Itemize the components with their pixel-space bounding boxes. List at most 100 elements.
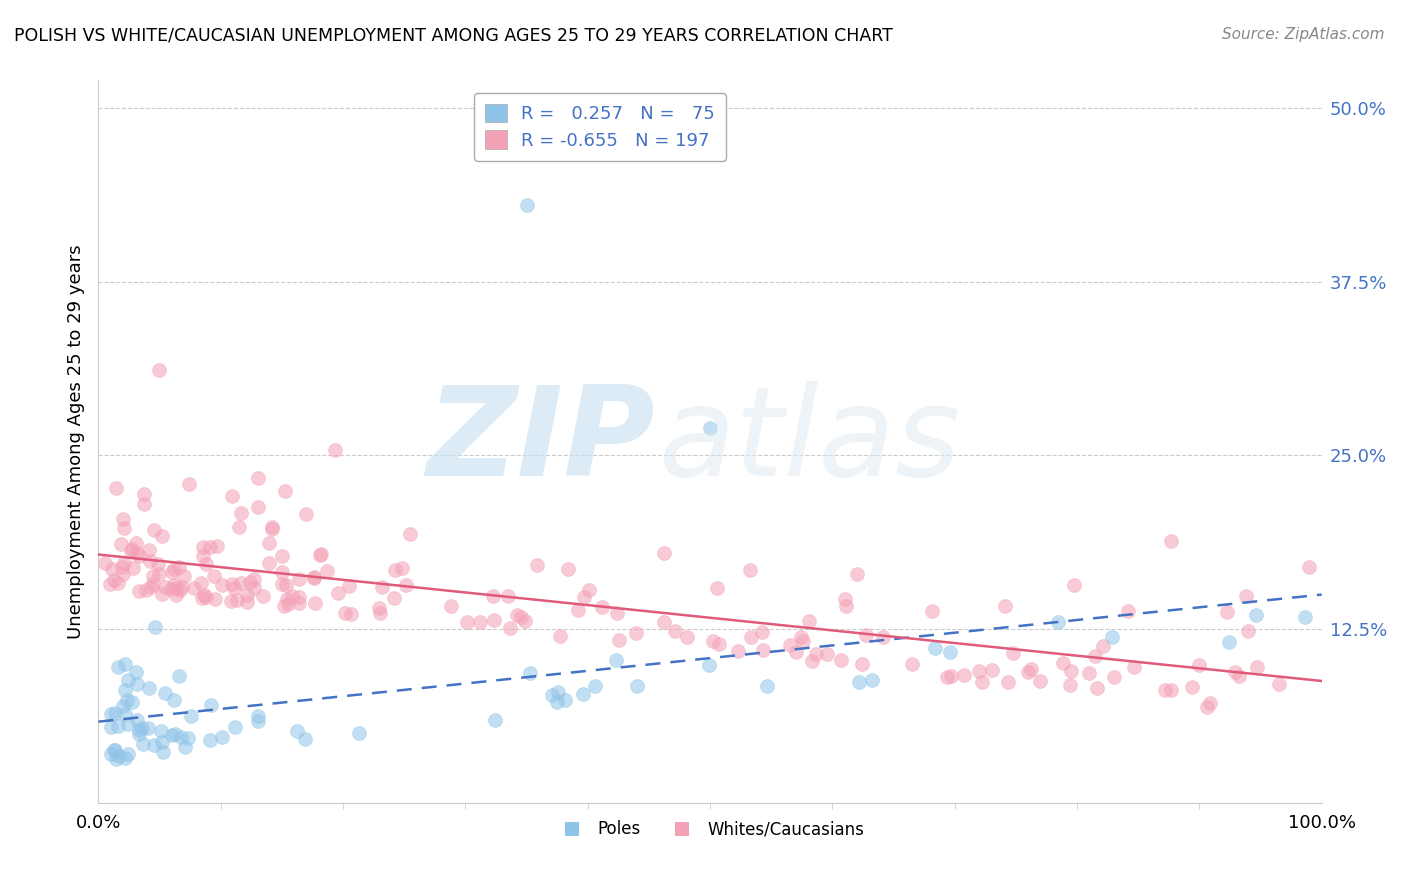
Point [1001, 646, 1024, 660]
Point [128, 727, 150, 741]
Point [274, 578, 297, 592]
Point [626, 679, 648, 693]
Point [243, 572, 266, 586]
Point [125, 535, 148, 549]
Point [1017, 665, 1039, 679]
Point [1197, 699, 1219, 714]
Point [740, 630, 762, 644]
Point [546, 695, 568, 709]
Point [1091, 640, 1114, 654]
Point [399, 527, 422, 541]
Point [135, 582, 157, 597]
Point [117, 673, 139, 687]
Point [132, 737, 155, 751]
Point [830, 652, 852, 666]
Point [204, 592, 226, 607]
Point [235, 588, 257, 602]
Point [114, 707, 136, 722]
Point [131, 721, 153, 735]
Point [484, 613, 506, 627]
Point [936, 670, 959, 684]
Point [193, 588, 215, 602]
Point [100, 747, 122, 761]
Text: ZIP: ZIP [426, 381, 655, 502]
Point [114, 751, 136, 765]
Point [231, 576, 253, 591]
Point [145, 620, 167, 634]
Point [738, 563, 761, 577]
Point [1198, 696, 1220, 710]
Point [834, 592, 856, 607]
Point [1188, 658, 1211, 673]
Point [901, 657, 924, 671]
Point [153, 580, 176, 594]
Point [165, 588, 187, 602]
Point [860, 673, 883, 687]
Point [1160, 682, 1182, 697]
Point [160, 728, 183, 742]
Point [302, 570, 325, 584]
Point [1052, 656, 1074, 670]
Point [706, 581, 728, 595]
Point [395, 578, 418, 592]
Point [191, 591, 214, 606]
Point [270, 566, 292, 580]
Point [1181, 680, 1204, 694]
Point [259, 536, 281, 550]
Point [112, 556, 135, 570]
Point [1237, 624, 1260, 638]
Point [150, 735, 173, 749]
Point [815, 648, 838, 662]
Point [200, 698, 222, 712]
Point [191, 540, 214, 554]
Point [855, 628, 877, 642]
Point [142, 569, 165, 583]
Point [835, 599, 858, 613]
Point [221, 576, 243, 591]
Point [997, 675, 1019, 690]
Point [1268, 676, 1291, 690]
Point [195, 590, 218, 604]
Point [173, 569, 195, 583]
Point [697, 658, 720, 673]
Point [277, 598, 299, 612]
Point [107, 576, 129, 591]
Point [316, 564, 339, 578]
Point [591, 600, 613, 615]
Point [347, 726, 370, 740]
Point [654, 546, 676, 560]
Point [1046, 615, 1069, 630]
Point [547, 685, 569, 699]
Point [260, 522, 283, 536]
Point [150, 724, 173, 739]
Point [309, 547, 332, 561]
Point [1101, 630, 1123, 644]
Point [699, 420, 721, 434]
Point [160, 565, 183, 579]
Point [1227, 669, 1250, 683]
Point [141, 580, 163, 594]
Point [190, 575, 212, 590]
Point [519, 665, 541, 680]
Point [574, 591, 596, 605]
Point [152, 745, 174, 759]
Point [1122, 659, 1144, 673]
Point [236, 595, 259, 609]
Point [848, 674, 870, 689]
Point [231, 506, 253, 520]
Point [391, 561, 413, 575]
Point [1294, 609, 1316, 624]
Point [1104, 670, 1126, 684]
Point [112, 566, 135, 581]
Point [274, 483, 297, 498]
Point [170, 580, 193, 594]
Point [104, 751, 127, 765]
Point [103, 743, 125, 757]
Point [652, 615, 675, 629]
Point [150, 529, 173, 543]
Point [191, 549, 214, 564]
Point [304, 596, 326, 610]
Point [103, 573, 125, 587]
Point [792, 633, 814, 648]
Point [169, 583, 191, 598]
